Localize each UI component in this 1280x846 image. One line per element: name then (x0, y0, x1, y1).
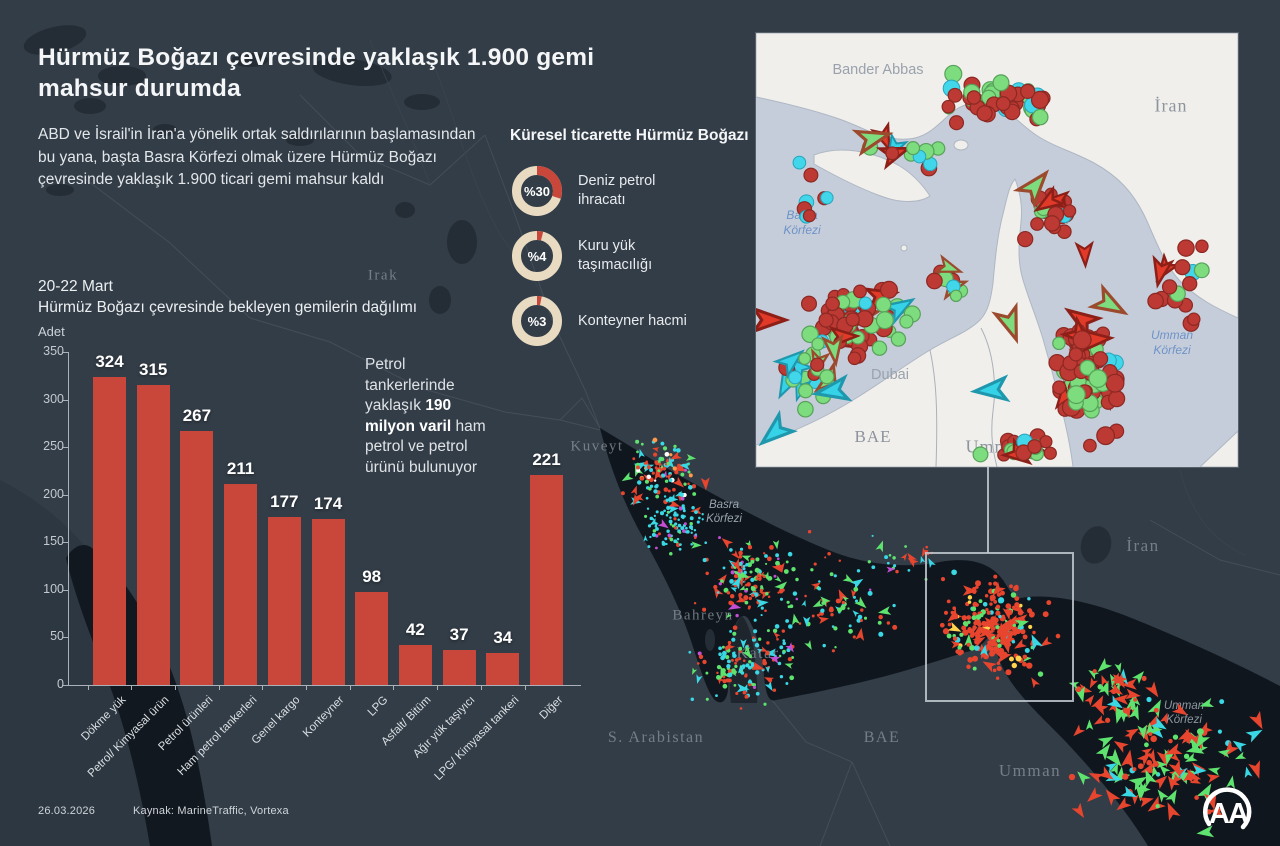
x-tick-mark (218, 685, 220, 690)
y-tick-label: 150 (43, 534, 64, 549)
donut-chart-drybulk: %4 (510, 229, 564, 283)
y-tick-mark (63, 447, 68, 449)
bar-5 (267, 516, 301, 685)
donut-chart-oil: %30 (510, 164, 564, 218)
x-tick-mark (437, 685, 439, 690)
terrain-shading (23, 25, 1112, 564)
bar-value-label: 267 (182, 405, 212, 425)
donut-percent-label: %3 (527, 313, 547, 329)
x-tick-mark (393, 685, 395, 690)
oil-note: Petrol tankerlerinde yaklaşık 190 milyon… (365, 355, 499, 478)
y-tick-mark (63, 685, 68, 686)
x-tick-mark (262, 685, 264, 690)
chart-title: 20-22 Mart (38, 278, 113, 295)
x-tick-mark (480, 685, 482, 690)
oil-note-post: ham petrol ve petrol ürünü bulunuyor (365, 417, 486, 476)
bar-9 (442, 649, 476, 685)
page-title-line1: Hürmüz Boğazı çevresinde yaklaşık 1.900 … (38, 44, 595, 71)
x-tick-mark (174, 685, 176, 690)
intro-text: ABD ve İsrail'in İran'a yönelik ortak sa… (38, 126, 476, 188)
bar-3 (180, 430, 214, 685)
donut-ring (512, 231, 562, 281)
trade-section-heading: Küresel ticarette Hürmüz Boğazı (510, 127, 749, 144)
bar-value-label: 34 (493, 627, 513, 647)
donut-ring (512, 296, 562, 346)
y-tick-label: 200 (43, 486, 64, 501)
bar-value-label: 315 (139, 360, 168, 380)
page-title-line2: mahsur durumda (38, 75, 241, 102)
y-tick-label: 0 (57, 677, 64, 691)
y-tick-mark (63, 494, 68, 496)
aa-agency-logo-icon: AA (1203, 787, 1252, 830)
donut-percent-label: %4 (527, 248, 547, 264)
y-tick-label: 50 (50, 629, 64, 644)
x-tick-mark (306, 685, 307, 690)
trade-row-container: %3 Konteyner hacmi (510, 293, 750, 349)
y-axis-label: Adet (38, 324, 65, 339)
chart-subtitle: Hürmüz Boğazı çevresinde bekleyen gemile… (38, 299, 418, 316)
page-title: Hürmüz Boğazı çevresinde yaklaşık 1.900 … (38, 42, 594, 104)
bar-value-label: 42 (405, 620, 425, 640)
y-tick-mark (63, 637, 68, 639)
bahrain-island (705, 629, 715, 651)
bar-value-label: 211 (226, 459, 255, 479)
x-tick-mark (131, 685, 133, 690)
trade-row-drybulk: %4 Kuru yük taşımacılığı (510, 228, 750, 284)
bar-8 (398, 645, 432, 685)
y-tick-mark (63, 399, 68, 401)
x-tick-mark (524, 685, 526, 690)
map-selection-rectangle (925, 552, 1074, 702)
y-tick-mark (63, 542, 68, 544)
bar-10 (486, 652, 520, 685)
donut-chart-container: %3 (510, 294, 564, 348)
bar-chart: Adet 0 50 100 150 200 250 300 350 324 Dökme yük 31… (38, 322, 603, 807)
bar-value-label: 221 (532, 449, 561, 469)
bar-value-label: 324 (95, 351, 124, 371)
inset-map-geography (756, 33, 1238, 467)
inset-map: Bander Abbas İran Basra Körfezi Dubai BA… (756, 33, 1238, 467)
y-tick-label: 350 (43, 344, 64, 358)
x-tick-mark (87, 685, 89, 690)
y-tick-mark (63, 589, 68, 591)
bar-7 (355, 591, 389, 685)
bar-4 (224, 484, 258, 685)
country-borders (79, 94, 1280, 846)
bar-1 (93, 376, 126, 685)
source-credit: Kaynak: MarineTraffic, Vortexa (133, 805, 289, 817)
donut-label: Kuru yük taşımacılığı (578, 238, 653, 273)
bar-value-label: 177 (270, 491, 299, 511)
bar-2 (136, 385, 170, 685)
donut-ring (512, 166, 562, 216)
date-stamp: 26.03.2026 (38, 805, 96, 817)
y-tick-label: 250 (43, 439, 64, 454)
oil-note-pre: Petrol tankerlerinde yaklaşık (365, 356, 455, 414)
y-tick-label: 300 (43, 391, 64, 406)
y-tick-label: 100 (43, 581, 64, 596)
oil-note-bold: 190 milyon varil (365, 397, 452, 435)
donut-percent-label: %30 (523, 183, 551, 199)
chart-plot-area (68, 352, 581, 686)
y-tick-mark (63, 352, 68, 353)
bar-6 (311, 519, 345, 685)
donut-label: Konteyner hacmi (578, 312, 687, 329)
donut-label: Deniz petrol ihracatı (578, 173, 656, 208)
bar-value-label: 37 (449, 624, 469, 644)
x-tick-mark (349, 685, 351, 690)
aa-logo-text: AA (1209, 798, 1249, 830)
inset-connector-line (987, 467, 989, 553)
bar-value-label: 98 (362, 566, 382, 586)
bar-11 (530, 474, 563, 685)
bar-value-label: 174 (313, 494, 343, 514)
trade-row-oil: %30 Deniz petrol ihracatı (510, 163, 750, 219)
inset-borders (929, 327, 998, 467)
